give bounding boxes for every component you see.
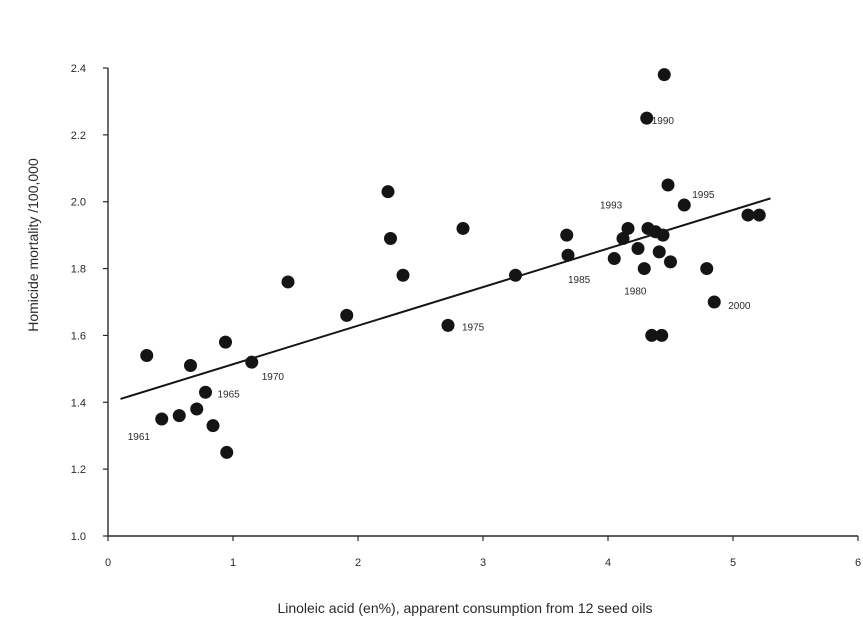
y-tick-label: 1.4 — [71, 397, 86, 409]
data-point — [661, 178, 675, 192]
data-point — [441, 318, 455, 332]
data-point — [707, 295, 721, 309]
data-point — [172, 409, 186, 423]
y-tick-label: 2.2 — [71, 130, 86, 142]
y-tick-label: 1.2 — [71, 464, 86, 476]
x-axis-ticks: 0 1 2 3 4 5 6 — [105, 536, 861, 569]
year-label: 1990 — [652, 116, 675, 127]
year-label: 2000 — [728, 301, 751, 312]
data-point — [656, 228, 670, 242]
year-label: 1995 — [692, 190, 715, 201]
data-point — [657, 68, 671, 82]
year-label: 1961 — [128, 432, 151, 443]
y-tick-label: 1.6 — [71, 330, 86, 342]
data-point — [652, 245, 666, 259]
year-label: 1975 — [462, 322, 485, 333]
y-tick-label: 1.8 — [71, 264, 86, 276]
data-point — [645, 328, 659, 342]
data-point — [631, 242, 645, 256]
y-tick-label: 2.4 — [71, 63, 86, 75]
data-point — [561, 248, 575, 262]
data-point — [281, 275, 295, 289]
y-axis-title: Homicide mortality /100,000 — [25, 158, 41, 332]
year-annotations: 1961 1965 1970 1975 1980 1985 1990 1993 1995 2000 — [128, 116, 751, 443]
data-point — [206, 419, 220, 433]
x-tick-label: 4 — [605, 557, 611, 569]
data-points — [140, 68, 766, 459]
year-label: 1993 — [600, 200, 623, 211]
x-tick-label: 6 — [855, 557, 861, 569]
y-tick-label: 2.0 — [71, 197, 86, 209]
x-tick-label: 1 — [230, 557, 236, 569]
data-point — [199, 385, 212, 399]
data-point — [384, 231, 397, 245]
year-label: 1965 — [218, 389, 241, 400]
data-point — [396, 268, 410, 282]
data-point — [640, 111, 654, 125]
x-tick-label: 3 — [480, 557, 486, 569]
regression-line — [120, 197, 771, 400]
data-point — [741, 208, 755, 222]
x-tick-label: 5 — [730, 557, 736, 569]
y-axis-ticks: 1.0 1.2 1.4 1.6 1.8 2.0 2.2 2.4 — [71, 63, 108, 543]
year-label: 1970 — [262, 372, 285, 383]
data-point — [700, 262, 714, 276]
x-tick-label: 2 — [355, 557, 361, 569]
data-point — [607, 252, 621, 266]
x-axis-title: Linoleic acid (en%), apparent consumptio… — [277, 600, 652, 616]
data-point — [655, 328, 669, 342]
data-point — [664, 255, 677, 269]
data-point — [220, 445, 234, 459]
data-point — [456, 221, 470, 235]
data-point — [155, 412, 169, 426]
data-point — [381, 185, 395, 199]
data-point — [140, 348, 154, 362]
x-tick-label: 0 — [105, 557, 111, 569]
data-point — [637, 262, 651, 276]
y-tick-label: 1.0 — [71, 531, 86, 543]
data-point — [509, 268, 522, 282]
data-point — [245, 355, 259, 369]
data-point — [752, 208, 766, 222]
data-point — [219, 335, 232, 349]
data-point — [560, 228, 574, 242]
data-point — [184, 359, 197, 373]
data-point — [190, 402, 204, 416]
data-point — [621, 221, 635, 235]
data-point — [340, 308, 354, 322]
year-label: 1985 — [568, 275, 591, 286]
data-point — [616, 231, 630, 245]
data-point — [677, 198, 691, 212]
year-label: 1980 — [624, 287, 647, 298]
